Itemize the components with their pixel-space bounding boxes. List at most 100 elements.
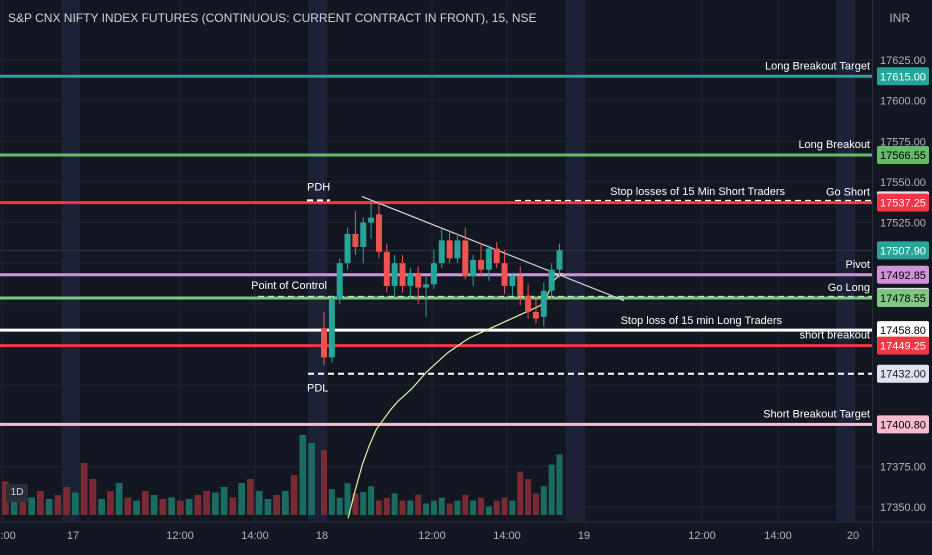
level-label: short breakout	[800, 330, 870, 342]
annotation-label: PDL	[307, 383, 328, 395]
price-tag-label: 17432.00	[880, 369, 926, 381]
candle-body	[336, 263, 343, 299]
price-tag	[877, 289, 929, 308]
volume-bar	[368, 486, 375, 515]
volume-bar	[290, 475, 298, 515]
candle-body	[509, 276, 516, 286]
x-tick-label: 14:00	[0, 530, 16, 542]
y-tick-label: 17425.00	[880, 380, 926, 392]
volume-bar	[168, 497, 175, 515]
volume-bar	[415, 494, 422, 515]
volume-bar	[540, 486, 547, 515]
candle-body	[399, 263, 406, 286]
price-tag-label: 17537.25	[880, 198, 926, 210]
volume-bar	[430, 500, 437, 515]
volume-bar	[321, 450, 327, 515]
volume-bar	[548, 464, 555, 515]
price-tag	[877, 67, 929, 86]
x-tick-label: 18	[316, 530, 328, 542]
volume-bar	[446, 503, 453, 515]
volume-bar	[220, 487, 228, 515]
candle-body	[525, 295, 532, 312]
volume-bar	[133, 500, 140, 515]
x-tick-label: 19	[578, 530, 590, 542]
candle-body	[532, 311, 539, 319]
session-band-0	[62, 0, 80, 522]
volume-bar	[478, 497, 484, 515]
candle-body	[344, 233, 351, 264]
x-tick-label: 14:00	[241, 530, 269, 542]
volume-bar	[80, 463, 88, 515]
candle-body	[352, 233, 359, 247]
volume-bar	[10, 495, 18, 515]
volume-bar	[407, 500, 414, 515]
trendline	[361, 195, 625, 302]
volume-bar	[72, 492, 79, 515]
candle-body	[446, 240, 453, 259]
volume-bar	[308, 443, 315, 515]
price-tag	[877, 321, 929, 340]
candle-body	[493, 248, 500, 264]
candle-body	[438, 240, 445, 264]
candle-body	[328, 298, 335, 358]
candle-body	[368, 217, 375, 223]
candle-body	[391, 263, 398, 286]
candle-body	[407, 272, 414, 286]
volume-bar	[532, 493, 539, 515]
x-tick-label: 20	[847, 530, 859, 542]
volume-bar	[194, 495, 202, 515]
candle-body	[478, 259, 484, 270]
candle-body	[321, 328, 327, 358]
price-tag-label: 17400.80	[880, 419, 926, 431]
candle-body	[470, 259, 477, 277]
volume-bar	[556, 454, 563, 515]
y-tick-label: 17525.00	[880, 218, 926, 230]
volume-bar	[509, 500, 516, 515]
y-tick-label: 17375.00	[880, 461, 926, 473]
level-label: Long Breakout Target	[765, 60, 870, 72]
volume-bar	[383, 497, 390, 515]
volume-bar	[159, 499, 167, 515]
session-band-2	[566, 0, 585, 522]
price-tag-label: 17492.85	[880, 270, 926, 282]
price-tag-label: 17615.00	[880, 71, 926, 83]
price-tag	[877, 193, 929, 212]
y-tick-label: 17575.00	[880, 136, 926, 148]
price-tag-label: 17458.80	[880, 325, 926, 337]
volume-bar	[360, 491, 367, 515]
candle-body	[360, 222, 367, 247]
y-tick-label: 17400.00	[880, 421, 926, 433]
volume-bar	[63, 487, 70, 515]
session-band-3	[836, 0, 855, 522]
x-tick-label: 14:00	[493, 530, 521, 542]
volume-bar	[37, 491, 44, 515]
currency-label[interactable]: INR	[889, 11, 910, 25]
price-tag-label: 17566.55	[880, 150, 926, 162]
volume-bar	[391, 493, 398, 515]
x-tick-label: 12:00	[688, 530, 716, 542]
volume-bar	[255, 491, 263, 515]
candle-body	[430, 263, 437, 285]
volume-bar	[462, 494, 469, 515]
candle-body	[485, 248, 492, 270]
volume-bar	[336, 497, 343, 515]
price-tag	[877, 265, 929, 284]
volume-bar	[485, 506, 492, 515]
volume-bar	[115, 483, 123, 515]
price-tag	[877, 415, 929, 434]
volume-bar	[238, 483, 245, 515]
volume-bar	[89, 479, 97, 515]
level-label: Go Long	[828, 282, 870, 294]
x-tick-label: 17	[67, 530, 79, 542]
volume-bar	[45, 499, 53, 515]
symbol-title: S&P CNX NIFTY INDEX FUTURES (CONTINUOUS:…	[8, 11, 537, 25]
volume-bar	[517, 471, 524, 515]
candle-body	[548, 269, 555, 291]
volume-bar	[212, 492, 219, 515]
interval-badge[interactable]: 1D	[6, 484, 28, 502]
y-tick-label: 17625.00	[880, 55, 926, 67]
volume-bar	[2, 481, 9, 515]
level-label: Go Short	[826, 187, 870, 199]
